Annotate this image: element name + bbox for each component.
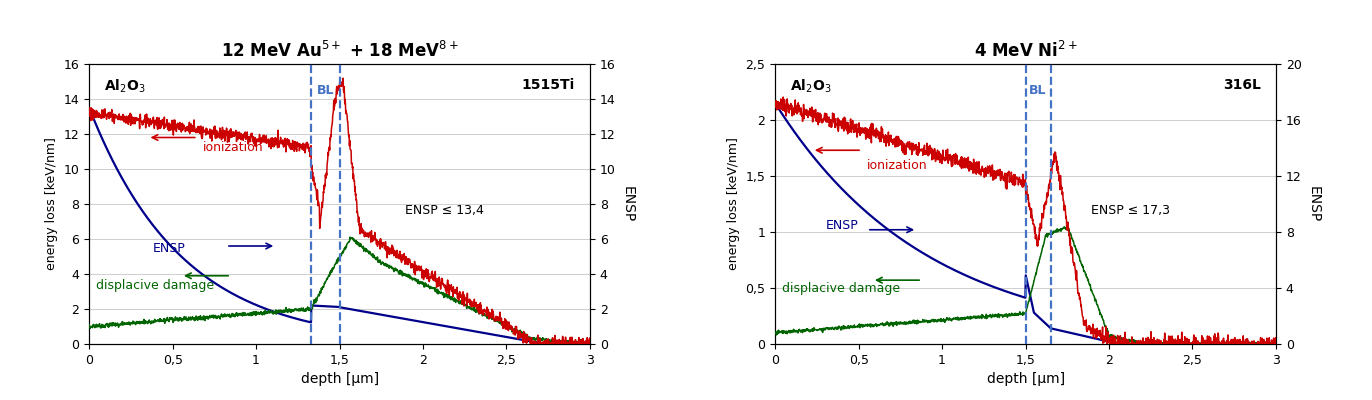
Text: displacive damage: displacive damage [96, 279, 214, 292]
Text: 316L: 316L [1222, 78, 1261, 92]
Y-axis label: ENSP: ENSP [1308, 186, 1321, 222]
Title: 4 MeV Ni$^{2+}$: 4 MeV Ni$^{2+}$ [974, 41, 1077, 61]
Text: displacive damage: displacive damage [782, 282, 900, 295]
Text: ionization: ionization [867, 159, 927, 172]
Text: ionization: ionization [203, 141, 263, 154]
Text: ENSP: ENSP [152, 242, 185, 256]
Text: ENSP: ENSP [825, 218, 858, 232]
Text: ENSP ≤ 13,4: ENSP ≤ 13,4 [405, 204, 483, 217]
Y-axis label: energy loss [keV/nm]: energy loss [keV/nm] [727, 138, 740, 270]
Y-axis label: energy loss [keV/nm]: energy loss [keV/nm] [45, 138, 58, 270]
X-axis label: depth [μm]: depth [μm] [300, 372, 379, 386]
Text: BL: BL [317, 84, 335, 96]
X-axis label: depth [μm]: depth [μm] [986, 372, 1065, 386]
Text: BL: BL [1029, 84, 1047, 96]
Text: 1515Ti: 1515Ti [521, 78, 575, 92]
Title: 12 MeV Au$^{5+}$ + 18 MeV$^{8+}$: 12 MeV Au$^{5+}$ + 18 MeV$^{8+}$ [221, 41, 458, 61]
Text: Al$_2$O$_3$: Al$_2$O$_3$ [104, 78, 145, 95]
Text: ENSP ≤ 17,3: ENSP ≤ 17,3 [1091, 204, 1170, 217]
Text: Al$_2$O$_3$: Al$_2$O$_3$ [790, 78, 831, 95]
Y-axis label: ENSP: ENSP [622, 186, 635, 222]
